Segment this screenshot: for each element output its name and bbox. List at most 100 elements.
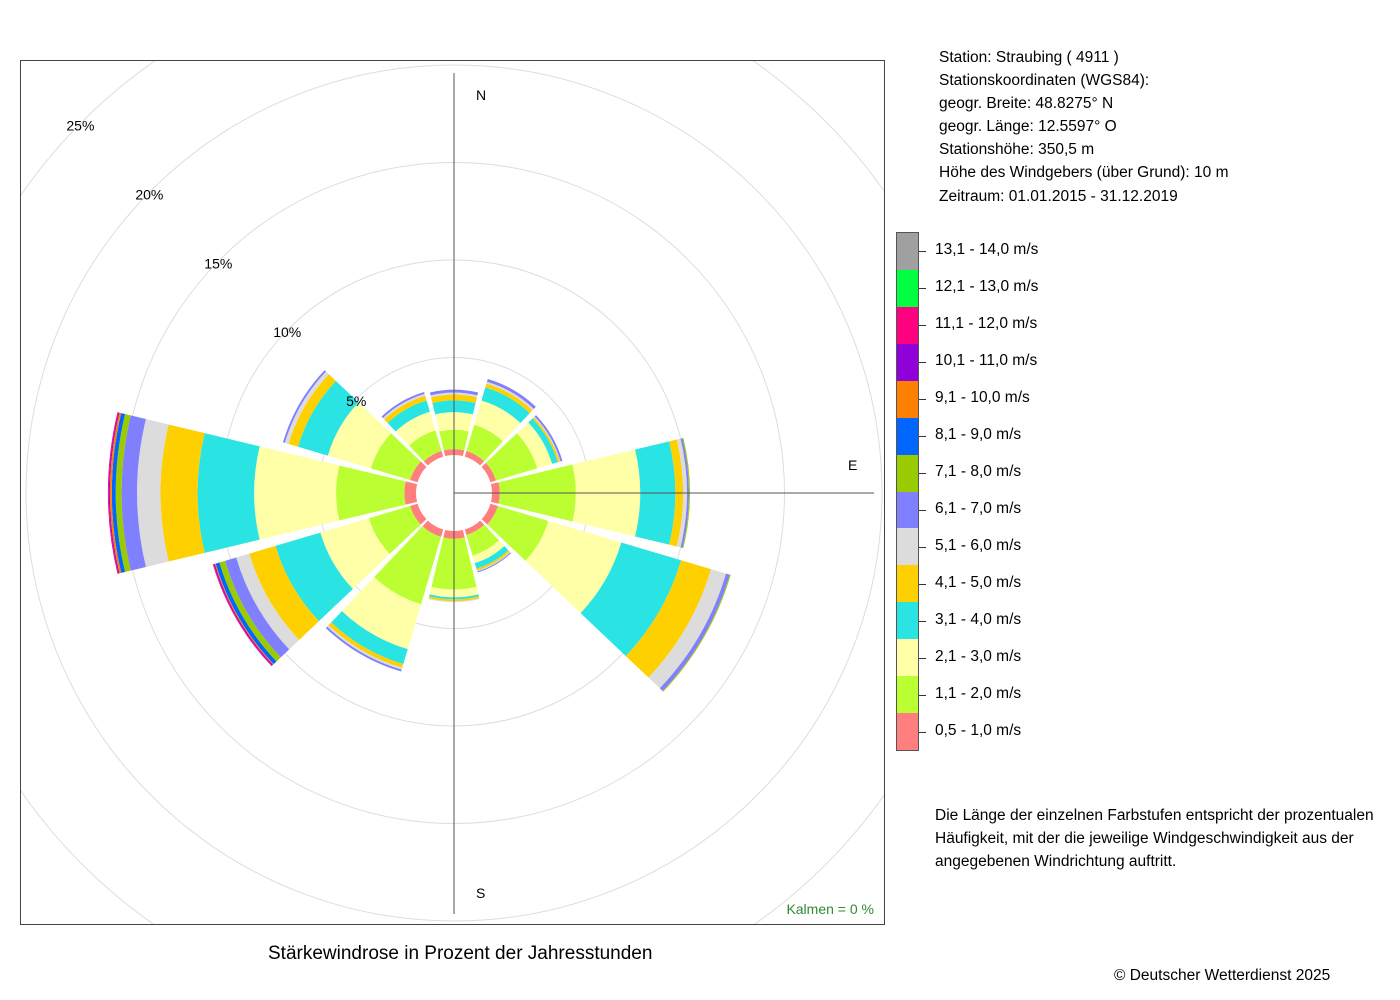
sector-60 [481,415,563,483]
station-latitude: geogr. Breite: 48.8275° N [939,95,1114,113]
sector-270-segment-11 [107,412,119,574]
legend-color-bar [896,232,919,751]
sector-240-segment-8 [215,562,277,665]
legend-tick-1 [919,288,926,289]
direction-label-s: S [476,885,485,901]
sector-330 [381,392,444,466]
sector-240 [212,503,427,667]
sector-210-segment-3 [331,611,408,665]
legend-tick-5 [919,436,926,437]
sector-120-segment-1 [487,506,549,561]
sector-60-segment-4 [532,417,560,463]
sector-30-segment-3 [481,387,530,424]
sector-210-segment-1 [374,526,441,605]
station-info: Station: Straubing ( 4911 ) Stationskoor… [939,46,1228,208]
sector-150-segment-1 [466,524,499,556]
legend-tick-7 [919,510,926,511]
sector-270-segment-1 [336,465,406,521]
sector-90-segment-5 [676,438,687,548]
sector-150-segment-5 [476,551,511,572]
sector-330-segment-1 [409,430,442,462]
legend-tick-4 [919,399,926,400]
legend-swatch-2 [897,306,918,344]
sector-120-segment-3 [580,542,682,657]
legend-label-8: 5,1 - 6,0 m/s [935,537,1022,554]
sector-180-segment-3 [429,594,479,600]
legend-swatch-0 [897,233,918,270]
calm-label: Kalmen = 0 % [786,901,874,917]
sector-240-segment-0 [410,503,427,525]
sector-60-segment-1 [485,433,538,481]
sector-120-segment-6 [659,573,730,691]
sector-150-segment-0 [464,520,485,536]
sector-120-segment-0 [481,503,498,525]
sector-180-segment-5 [428,598,480,603]
legend-tick-12 [919,695,926,696]
legend-label-2: 11,1 - 12,0 m/s [935,315,1038,332]
plot-frame: N E S 5% 10% 15% 20% 25% Kalmen = 0 % [20,60,885,925]
legend-swatch-6 [897,454,918,492]
sector-300-segment-2 [327,402,392,469]
sector-300-segment-3 [297,380,359,456]
legend-swatch-9 [897,565,918,603]
sector-270-segment-4 [160,424,205,562]
station-name: Station: Straubing ( 4911 ) [939,49,1119,66]
sector-150-segment-3 [474,546,509,569]
legend-swatch-8 [897,528,918,566]
sector-120-segment-4 [625,560,712,678]
sector-0-segment-5 [430,392,478,398]
sector-300-segment-0 [410,461,427,483]
station-height: Stationshöhe: 350,5 m [939,141,1095,159]
legend-label-1: 12,1 - 13,0 m/s [935,278,1039,295]
sector-300-segment-4 [288,374,336,447]
direction-label-e: E [848,457,857,473]
ring-label-5: 5% [346,393,366,409]
sector-270-segment-9 [109,412,122,574]
legend-label-11: 2,1 - 3,0 m/s [935,648,1022,665]
sector-60-segment-0 [481,462,497,483]
legend-tick-9 [919,584,926,585]
sector-90-segment-6 [680,438,689,548]
legend-label-0: 13,1 - 14,0 m/s [935,241,1039,258]
legend-label-6: 7,1 - 8,0 m/s [935,463,1022,480]
sector-30-segment-1 [466,424,503,462]
legend-swatch-5 [897,417,918,455]
sector-30 [464,378,536,466]
legend-tick-2 [919,325,926,326]
sector-270-segment-0 [404,481,418,505]
sector-330-segment-5 [382,393,426,420]
sector-60-segment-2 [516,422,553,469]
legend-label-12: 1,1 - 2,0 m/s [935,685,1022,702]
legend-label-7: 6,1 - 7,0 m/s [935,500,1022,517]
sector-120-segment-5 [648,569,727,689]
sector-30-segment-5 [486,381,534,411]
legend-swatch-12 [897,676,918,714]
legend-tick-11 [919,658,926,659]
sector-240-segment-1 [368,506,421,555]
sector-30-segment-4 [485,383,533,414]
station-longitude: geogr. Länge: 12.5597° O [939,118,1117,136]
sector-330-segment-4 [384,395,427,424]
legend-swatch-10 [897,602,918,640]
sector-240-segment-4 [249,545,319,640]
sector-330-segment-0 [423,450,444,466]
legend-tick-10 [919,621,926,622]
sector-270-segment-6 [121,415,146,571]
ring-label-15: 15% [204,255,232,271]
legend-label-13: 0,5 - 1,0 m/s [935,722,1022,739]
direction-label-n: N [476,87,486,103]
sector-300-segment-5 [284,371,329,444]
sector-30-segment-0 [464,450,485,466]
legend-note: Die Länge der einzelnen Farbstufen entsp… [935,807,1374,871]
sensor-height: Höhe des Windgebers (über Grund): 10 m [939,164,1229,182]
copyright: © Deutscher Wetterdienst 2025 [1114,967,1331,984]
sector-180-segment-4 [428,596,480,602]
station-coords-heading: Stationskoordinaten (WGS84): [939,72,1150,90]
legend-swatch-11 [897,639,918,677]
sector-330-segment-6 [381,392,425,419]
ring-label-10: 10% [273,324,301,340]
sector-270-segment-8 [111,413,126,573]
sector-210-segment-2 [341,577,422,650]
legend-swatch-3 [897,343,918,381]
legend-tick-3 [919,362,926,363]
